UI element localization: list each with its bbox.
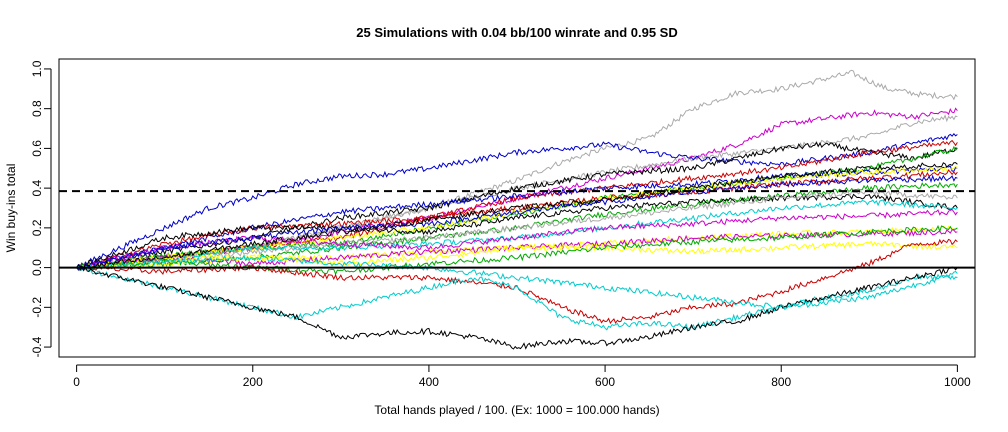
y-tick-label: 1.0 [30,60,44,77]
y-tick-label: 0.2 [30,219,44,236]
series-line-15 [76,208,958,270]
series-line-22 [76,264,958,350]
y-tick-label: 0.6 [30,140,44,157]
series-line-9 [76,165,958,270]
plot-area [59,69,975,350]
x-tick-label: 1000 [944,375,971,389]
series-line-12 [76,193,958,269]
chart-title: 25 Simulations with 0.04 bb/100 winrate … [356,25,678,40]
y-tick-label: 0.8 [30,100,44,117]
y-tick-label: 0.0 [30,259,44,276]
x-axis: 0 200 400 600 800 1000 [73,364,971,389]
plot-frame [58,58,976,358]
y-tick-label: 0.4 [30,179,44,196]
x-tick-label: 0 [73,375,80,389]
series-line-24 [76,174,958,271]
series-line-13 [76,188,958,271]
y-tick-label: -0.4 [30,336,44,357]
series-line-17 [76,229,958,269]
x-tick-label: 600 [595,375,615,389]
x-tick-label: 400 [419,375,439,389]
y-axis: -0.4 -0.2 0.0 0.2 0.4 0.6 0.8 1.0 [30,60,52,357]
y-tick-label: -0.2 [30,297,44,318]
x-tick-label: 800 [771,375,791,389]
series-line-11 [76,181,958,271]
y-axis-label: Win buy-ins total [4,164,18,253]
series-line-20 [76,238,958,325]
series-line-23 [76,254,958,311]
series-line-4 [76,133,958,269]
x-axis-label: Total hands played / 100. (Ex: 1000 = 10… [374,403,659,417]
series-line-19 [76,224,958,276]
x-tick-label: 200 [243,375,263,389]
series-line-25 [76,162,958,269]
series-line-8 [76,165,958,269]
